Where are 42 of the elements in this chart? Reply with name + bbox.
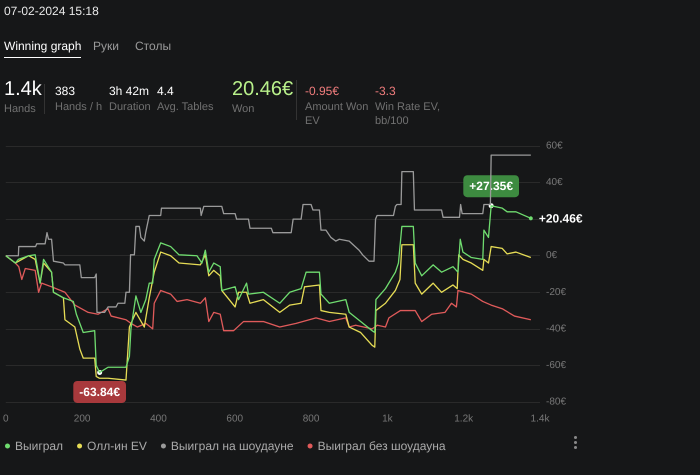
text: Won [232,102,256,116]
annotation: +27.35€ [469,179,514,194]
text: Win Rate EV, bb/100 [375,100,442,128]
x-tick-label: 400 [150,414,168,424]
text: 3h 42m [109,84,150,98]
x-tick-label: 1.2k [454,414,474,424]
y-tick-label: 0€ [546,250,558,262]
x-tick-label: 600 [226,414,244,424]
legend-label: Олл-ин EV [87,439,147,453]
text: 4.4 [157,84,175,98]
data-label: +20.46€ [538,211,583,226]
x-tick-label: 0 [3,414,9,424]
x-tick-label: 1k [382,414,394,424]
y-tick-label: -40€ [546,323,566,334]
text: -3.3 [375,84,397,98]
y-tick-label: -20€ [546,286,566,298]
y-tick-label: 60€ [546,140,564,152]
text: Winning graph [4,39,82,58]
text: Duration [109,101,151,113]
point [528,216,533,220]
text: Руки [93,39,119,55]
y-tick-label: -80€ [546,396,566,408]
text: 20.46€ [232,78,294,100]
text: Hands [4,103,36,115]
y-tick-label: 40€ [546,177,564,188]
text: 383 [55,84,76,98]
text: Amount Won EV [305,100,370,128]
x-tick-label: 200 [74,414,91,424]
annotation: -63.84€ [79,384,120,399]
text: Столы [135,39,172,55]
text: Hands / h [55,101,102,113]
legend-label: Выиграл на шоудауне [170,439,294,453]
y-tick-label: -60€ [546,360,566,371]
legend-label: Выиграл без шоудауна [318,439,446,453]
line-series [5,154,532,314]
x-tick-label: 1.4k [530,414,550,424]
text: -0.95€ [305,84,340,98]
legend-label: Выиграл [15,439,64,453]
text: 1.4k [4,78,42,100]
text: 07-02-2024 15:18 [4,4,99,18]
text: Avg. Tables [157,100,214,114]
x-tick-label: 800 [302,414,320,424]
